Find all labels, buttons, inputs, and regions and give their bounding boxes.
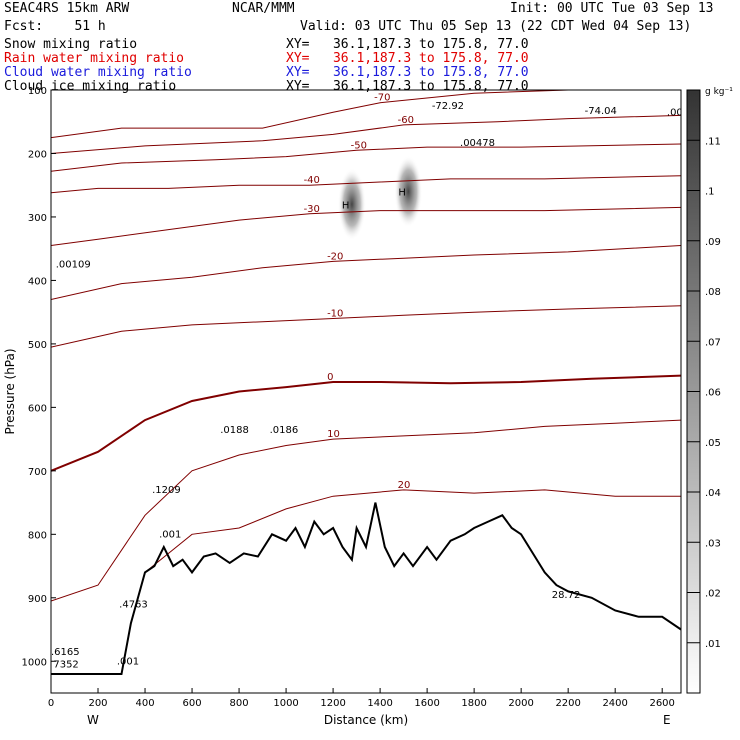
colorbar-tick-label-.04: .04 (705, 488, 721, 499)
field-cloud-water-xy: XY= 36.1,187.3 to 175.8, 77.0 (286, 65, 529, 80)
value-label-13: .001 (117, 656, 139, 667)
isotherm-label-0: 0 (327, 372, 333, 383)
isotherm-label--70: -70 (374, 93, 390, 104)
y-tick-label-900: 900 (28, 594, 47, 605)
isotherm--60 (51, 114, 681, 154)
value-label-7: .1209 (152, 485, 181, 496)
field-snow-name: Snow mixing ratio (4, 37, 138, 52)
isotherm-label--40: -40 (304, 175, 320, 186)
isotherm-label--10: -10 (327, 309, 343, 320)
plot-frame (50, 89, 682, 694)
x-tick-label-2600: 2600 (649, 698, 674, 709)
y-tick-label-500: 500 (28, 340, 47, 351)
x-tick-label-1400: 1400 (367, 698, 392, 709)
y-tick-label-800: 800 (28, 530, 47, 541)
x-tick-label-600: 600 (182, 698, 201, 709)
west-label: W (87, 713, 99, 727)
colorbar-tick-label-.06: .06 (705, 388, 721, 399)
colorbar-tick-label-.11: .11 (705, 136, 721, 147)
isotherm--20 (51, 245, 681, 300)
isotherm-label--50: -50 (351, 140, 367, 151)
colorbar-tick-label-.09: .09 (705, 237, 721, 248)
x-tick-label-2000: 2000 (508, 698, 533, 709)
colorbar-tick-label-.07: .07 (705, 337, 721, 348)
value-label-9: .4763 (119, 599, 148, 610)
y-tick-label-200: 200 (28, 149, 47, 160)
value-label-12: 7352 (53, 660, 78, 671)
valid-time: Valid: 03 UTC Thu 05 Sep 13 (22 CDT Wed … (300, 19, 692, 34)
x-tick-label-1200: 1200 (320, 698, 345, 709)
isotherm-0 (51, 374, 681, 472)
snow-shading-1 (394, 155, 423, 228)
field-cloud-water-name: Cloud water mixing ratio (4, 65, 192, 80)
colorbar-tick-label-.08: .08 (705, 287, 721, 298)
organization: NCAR/MMM (232, 1, 295, 16)
plot-clip-group: H H -70 -60 -50 -40 -30 -20 -10 0 10 20 -72.92 -74.04… (51, 90, 702, 675)
forecast-hour: Fcst: 51 h (4, 19, 106, 34)
y-axis-label: Pressure (hPa) (3, 348, 17, 434)
value-label-1: -74.04 (585, 106, 617, 117)
x-tick-label-0: 0 (48, 698, 54, 709)
isotherm-10 (51, 419, 681, 602)
x-tick-label-200: 200 (88, 698, 107, 709)
snow-shading-0 (337, 168, 366, 241)
field-rain-name: Rain water mixing ratio (4, 51, 185, 66)
value-label-4: .00109 (56, 260, 91, 271)
value-label-0: -72.92 (432, 101, 464, 112)
value-label-11: .6165 (51, 647, 80, 658)
y-tick-label-400: 400 (28, 276, 47, 287)
plot-area: H H -70 -60 -50 -40 -30 -20 -10 0 10 20 -72.92 -74.04… (51, 90, 702, 675)
isotherm--10 (51, 305, 681, 348)
value-label-6: .0186 (270, 425, 299, 436)
field-rain-xy: XY= 36.1,187.3 to 175.8, 77.0 (286, 51, 529, 66)
colorbar-tick-label-.03: .03 (705, 538, 721, 549)
y-tick-label-600: 600 (28, 403, 47, 414)
axes: 0 200 400 600 800 1000 1200 1400 1600 1800 2000 220… (3, 86, 682, 727)
colorbar-unit: g kg⁻¹ (705, 87, 733, 97)
isotherm-label-10: 10 (327, 429, 340, 440)
colorbar-tick-label-.01: .01 (705, 639, 721, 650)
value-label-5: .0188 (220, 425, 249, 436)
isotherm--70 (51, 90, 681, 139)
y-tick-label-300: 300 (28, 213, 47, 224)
x-tick-label-2400: 2400 (602, 698, 627, 709)
isotherm-label-20: 20 (398, 480, 411, 491)
isotherm-label--30: -30 (304, 204, 320, 215)
snow-max-label-0: H (342, 200, 350, 211)
isotherm--40 (51, 175, 681, 194)
model-name: SEAC4RS 15km ARW (4, 1, 130, 16)
colorbar-tick-label-.05: .05 (705, 438, 721, 449)
y-tick-label-700: 700 (28, 467, 47, 478)
x-axis-label: Distance (km) (324, 713, 408, 727)
y-tick-label-1000: 1000 (22, 657, 47, 668)
field-snow-xy: XY= 36.1,187.3 to 175.8, 77.0 (286, 37, 529, 52)
snow-max-label-1: H (398, 188, 406, 199)
east-label: E (663, 713, 671, 727)
value-label-2: .00040 (667, 107, 702, 118)
colorbar: .01 .02 .03 .04 .05 .06 .07 .08 .09 .1 .11 g kg⁻¹ (686, 87, 733, 694)
x-tick-label-1600: 1600 (414, 698, 439, 709)
isotherm--30 (51, 206, 681, 246)
isotherm-label--60: -60 (398, 115, 414, 126)
x-tick-label-400: 400 (135, 698, 154, 709)
terrain-line (51, 502, 681, 675)
x-tick-label-1800: 1800 (461, 698, 486, 709)
x-tick-label-2200: 2200 (555, 698, 580, 709)
colorbar-tick-label-.02: .02 (705, 589, 721, 600)
isotherm-20 (144, 489, 681, 573)
colorbar-tick-label-.1: .1 (705, 187, 715, 198)
value-label-10: 28.72 (552, 590, 581, 601)
value-label-3: .00478 (460, 138, 495, 149)
value-label-8: .001 (159, 529, 181, 540)
isotherm-label--20: -20 (327, 251, 343, 262)
isotherm--50 (51, 143, 681, 172)
x-tick-label-1000: 1000 (273, 698, 298, 709)
init-time: Init: 00 UTC Tue 03 Sep 13 (510, 1, 714, 16)
x-tick-label-800: 800 (230, 698, 249, 709)
y-tick-label-100: 100 (28, 86, 47, 97)
